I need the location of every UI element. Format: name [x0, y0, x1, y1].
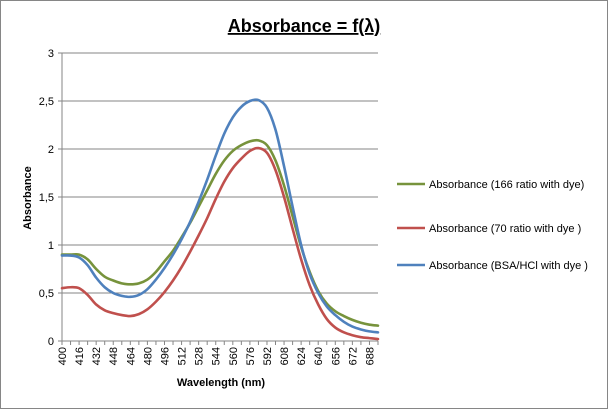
x-tick-label: 528 — [194, 347, 206, 365]
x-tick-label: 464 — [125, 347, 137, 365]
x-tick-label: 560 — [228, 347, 240, 365]
y-tick-label: 0 — [48, 336, 54, 348]
legend: Absorbance (166 ratio with dye) Absorbanc… — [397, 179, 588, 272]
y-tick-label: 2,5 — [39, 96, 54, 108]
x-tick-label: 512 — [177, 347, 189, 365]
legend-label-1: Absorbance (166 ratio with dye) — [429, 179, 584, 191]
y-tick-label: 1,5 — [39, 192, 54, 204]
x-tick-label: 448 — [108, 347, 120, 365]
x-tick-label: 432 — [91, 347, 103, 365]
x-tick-label: 416 — [74, 347, 86, 365]
x-tick-labels: 400 416 432 448 464 480 496 512 528 544 560 576 592 6… — [57, 347, 376, 365]
y-tick-label: 1 — [48, 240, 54, 252]
x-tick-label: 480 — [142, 347, 154, 365]
y-axis-title: Absorbance — [22, 166, 34, 230]
x-tick-label: 656 — [330, 347, 342, 365]
x-tick-label: 688 — [364, 347, 376, 365]
series-line-1 — [60, 138, 380, 327]
x-tick-label: 496 — [159, 347, 171, 365]
chart-title: Absorbance = f(λ) — [228, 16, 381, 36]
x-tick-label: 624 — [296, 347, 308, 365]
x-tick-label: 592 — [262, 347, 274, 365]
legend-label-3: Absorbance (BSA/HCl with dye ) — [429, 260, 588, 272]
series-line-2 — [60, 146, 380, 341]
x-tick-label: 544 — [211, 347, 223, 365]
axes — [58, 52, 379, 345]
y-tick-label: 0,5 — [39, 288, 54, 300]
x-tick-label: 640 — [313, 347, 325, 365]
x-tick-label: 400 — [57, 347, 69, 365]
y-tick-label: 3 — [48, 48, 54, 60]
series-line-3 — [60, 98, 380, 334]
x-tick-label: 672 — [347, 347, 359, 365]
series-lines — [60, 98, 380, 341]
y-tick-label: 2 — [48, 144, 54, 156]
legend-label-2: Absorbance (70 ratio with dye ) — [429, 223, 581, 235]
x-tick-label: 576 — [245, 347, 257, 365]
y-tick-labels: 0 0,5 1 1,5 2 2,5 3 — [39, 48, 54, 348]
gridlines — [62, 52, 378, 294]
x-axis-title: Wavelength (nm) — [177, 377, 266, 389]
x-tick-label: 608 — [279, 347, 291, 365]
